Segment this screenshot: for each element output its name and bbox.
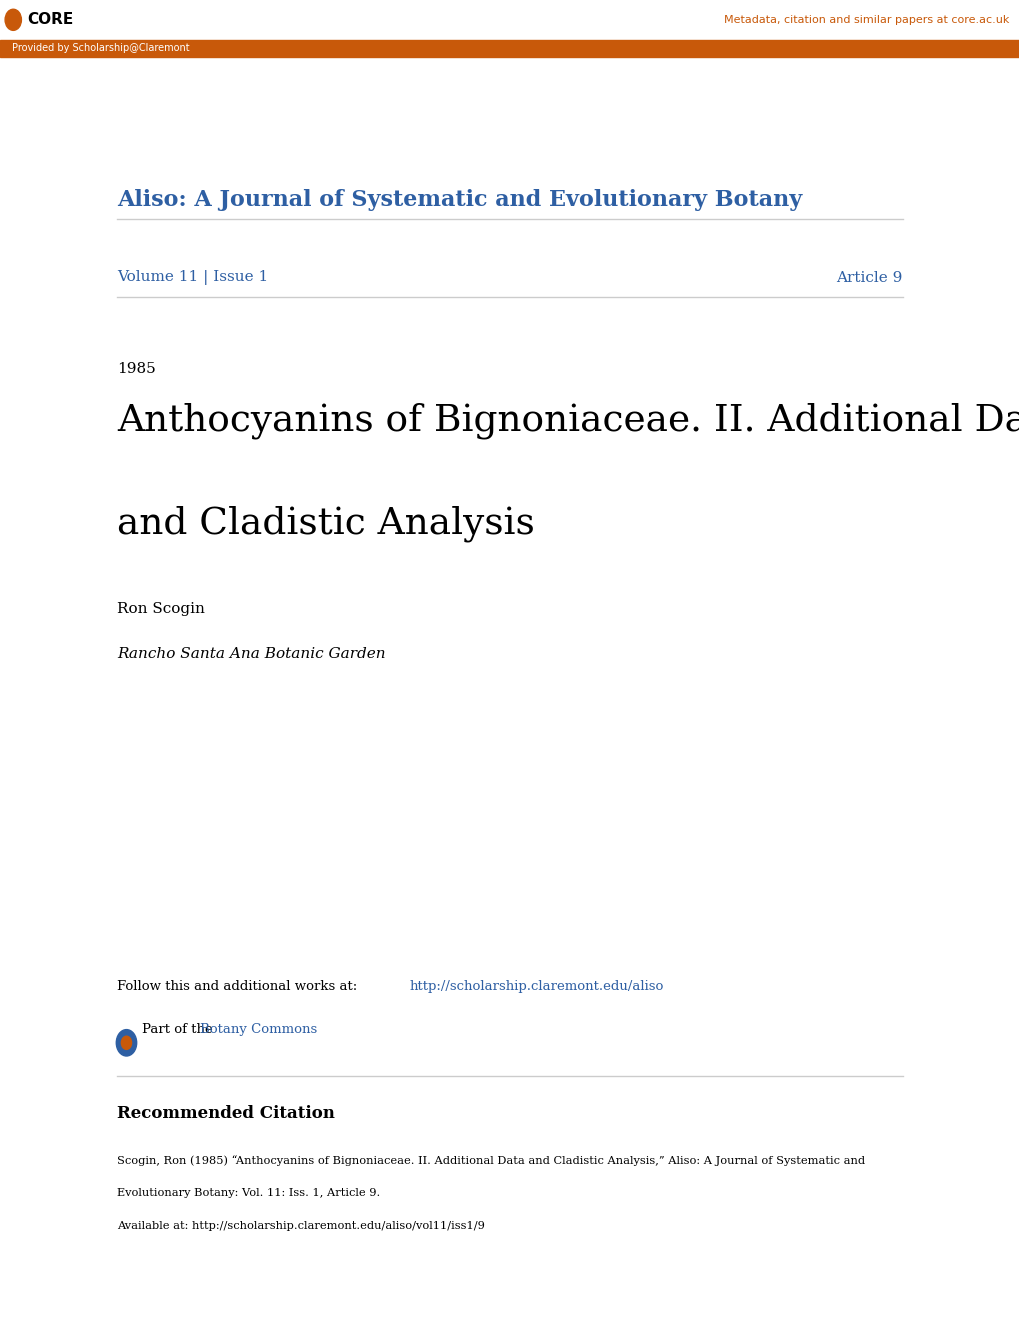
Text: Part of the: Part of the	[142, 1023, 217, 1036]
Text: Available at: http://scholarship.claremont.edu/aliso/vol11/iss1/9: Available at: http://scholarship.claremo…	[117, 1221, 485, 1232]
Text: Article 9: Article 9	[836, 271, 902, 285]
Bar	[0, 40, 1019, 57]
Text: Recommended Citation: Recommended Citation	[117, 1105, 335, 1122]
Bar	[0, 0, 1019, 40]
Text: Aliso: A Journal of Systematic and Evolutionary Botany: Aliso: A Journal of Systematic and Evolu…	[117, 189, 802, 211]
Text: CORE: CORE	[28, 12, 73, 28]
Text: Follow this and additional works at:: Follow this and additional works at:	[117, 979, 362, 993]
Text: Botany Commons: Botany Commons	[200, 1023, 317, 1036]
Circle shape	[116, 1030, 137, 1056]
Text: Scogin, Ron (1985) “Anthocyanins of Bignoniaceae. II. Additional Data and Cladis: Scogin, Ron (1985) “Anthocyanins of Bign…	[117, 1155, 864, 1166]
Text: 1985: 1985	[117, 362, 156, 376]
Circle shape	[5, 9, 21, 30]
Circle shape	[121, 1036, 131, 1049]
Text: Ron Scogin: Ron Scogin	[117, 602, 205, 616]
Text: Volume 11 | Issue 1: Volume 11 | Issue 1	[117, 271, 268, 285]
Text: Provided by Scholarship@Claremont: Provided by Scholarship@Claremont	[12, 44, 190, 53]
Text: Metadata, citation and similar papers at core.ac.uk: Metadata, citation and similar papers at…	[723, 15, 1009, 25]
Text: http://scholarship.claremont.edu/aliso: http://scholarship.claremont.edu/aliso	[409, 979, 662, 993]
Text: Anthocyanins of Bignoniaceae. II. Additional Data: Anthocyanins of Bignoniaceae. II. Additi…	[117, 403, 1019, 440]
Text: Rancho Santa Ana Botanic Garden: Rancho Santa Ana Botanic Garden	[117, 647, 385, 661]
Text: and Cladistic Analysis: and Cladistic Analysis	[117, 506, 535, 543]
Text: Evolutionary Botany: Vol. 11: Iss. 1, Article 9.: Evolutionary Botany: Vol. 11: Iss. 1, Ar…	[117, 1188, 380, 1199]
